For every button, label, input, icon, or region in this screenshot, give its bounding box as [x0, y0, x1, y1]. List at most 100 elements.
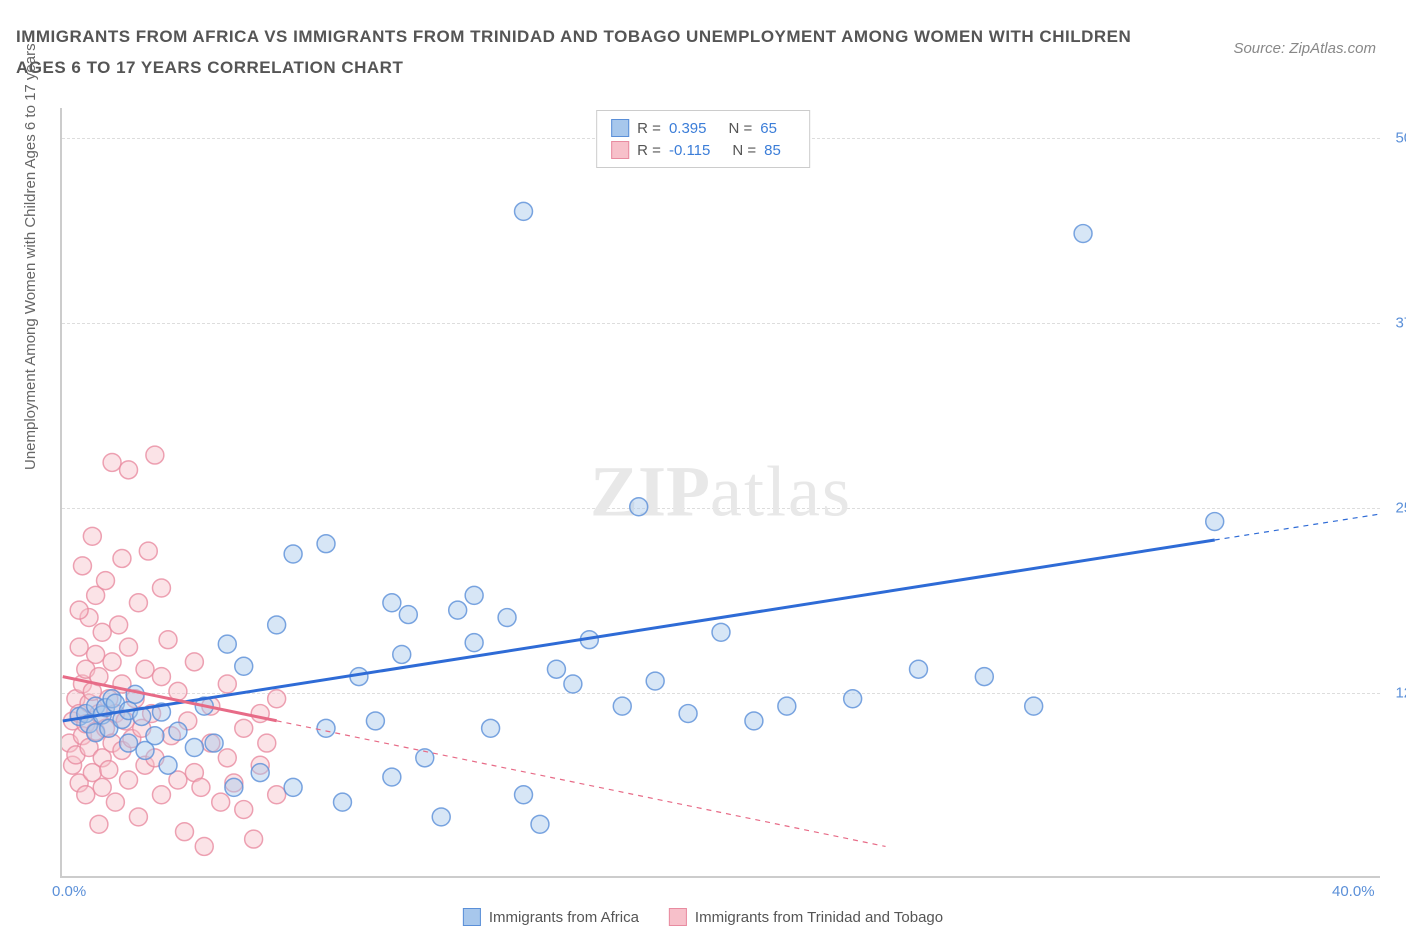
- stats-row-series-0: R = 0.395 N = 65: [611, 117, 795, 139]
- scatter-point: [515, 786, 533, 804]
- scatter-point: [235, 801, 253, 819]
- scatter-point: [218, 749, 236, 767]
- series-legend: Immigrants from Africa Immigrants from T…: [463, 908, 943, 926]
- scatter-point: [176, 823, 194, 841]
- scatter-point: [245, 830, 263, 848]
- scatter-point: [366, 712, 384, 730]
- scatter-point: [383, 768, 401, 786]
- scatter-point: [120, 771, 138, 789]
- scatter-point: [910, 660, 928, 678]
- legend-label: Immigrants from Africa: [489, 909, 639, 926]
- y-tick-label: 12.5%: [1395, 684, 1406, 701]
- scatter-point: [110, 616, 128, 634]
- scatter-point: [120, 638, 138, 656]
- scatter-point: [317, 535, 335, 553]
- scatter-point: [139, 542, 157, 560]
- scatter-point: [465, 586, 483, 604]
- scatter-point: [152, 579, 170, 597]
- scatter-point: [73, 557, 91, 575]
- scatter-point: [268, 616, 286, 634]
- scatter-point: [159, 631, 177, 649]
- x-tick-label: 0.0%: [52, 883, 86, 900]
- scatter-point: [97, 572, 115, 590]
- scatter-point: [679, 705, 697, 723]
- scatter-point: [100, 761, 118, 779]
- scatter-point: [778, 697, 796, 715]
- scatter-point: [258, 734, 276, 752]
- scatter-point: [70, 638, 88, 656]
- scatter-point: [129, 808, 147, 826]
- scatter-point: [482, 719, 500, 737]
- scatter-point: [129, 594, 147, 612]
- scatter-point: [465, 634, 483, 652]
- scatter-point: [564, 675, 582, 693]
- scatter-point: [169, 722, 187, 740]
- scatter-point: [432, 808, 450, 826]
- scatter-point: [235, 657, 253, 675]
- swatch-icon: [611, 141, 629, 159]
- scatter-point: [103, 453, 121, 471]
- r-value: -0.115: [669, 142, 710, 159]
- scatter-point: [317, 719, 335, 737]
- r-value: 0.395: [669, 120, 707, 137]
- x-tick-label: 40.0%: [1332, 883, 1375, 900]
- scatter-point: [975, 668, 993, 686]
- scatter-point: [844, 690, 862, 708]
- trend-line-dashed: [277, 721, 886, 847]
- scatter-point: [120, 461, 138, 479]
- scatter-point: [449, 601, 467, 619]
- trend-line-dashed: [1215, 514, 1380, 540]
- scatter-point: [383, 594, 401, 612]
- y-tick-label: 25.0%: [1395, 499, 1406, 516]
- scatter-point: [136, 660, 154, 678]
- scatter-point: [225, 778, 243, 796]
- scatter-point: [498, 609, 516, 627]
- scatter-point: [90, 815, 108, 833]
- scatter-point: [146, 727, 164, 745]
- scatter-point: [251, 764, 269, 782]
- scatter-point: [93, 778, 111, 796]
- source-attribution: Source: ZipAtlas.com: [1233, 40, 1376, 57]
- scatter-point: [120, 734, 138, 752]
- scatter-point: [185, 653, 203, 671]
- scatter-point: [218, 675, 236, 693]
- scatter-point: [745, 712, 763, 730]
- scatter-point: [185, 739, 203, 757]
- scatter-point: [1074, 225, 1092, 243]
- legend-item-1: Immigrants from Trinidad and Tobago: [669, 908, 943, 926]
- n-value: 85: [764, 142, 781, 159]
- swatch-icon: [463, 908, 481, 926]
- scatter-point: [630, 498, 648, 516]
- scatter-point: [515, 202, 533, 220]
- scatter-point: [284, 778, 302, 796]
- y-axis-label: Unemployment Among Women with Children A…: [22, 43, 39, 470]
- scatter-point: [268, 690, 286, 708]
- scatter-point: [1025, 697, 1043, 715]
- scatter-point: [393, 645, 411, 663]
- scatter-point: [399, 606, 417, 624]
- n-label: N =: [728, 120, 752, 137]
- scatter-point: [613, 697, 631, 715]
- scatter-point: [70, 601, 88, 619]
- scatter-point: [547, 660, 565, 678]
- scatter-point: [77, 786, 95, 804]
- scatter-point: [218, 635, 236, 653]
- legend-item-0: Immigrants from Africa: [463, 908, 639, 926]
- scatter-point: [113, 549, 131, 567]
- scatter-point: [531, 815, 549, 833]
- scatter-point: [646, 672, 664, 690]
- scatter-point: [192, 778, 210, 796]
- scatter-point: [159, 756, 177, 774]
- n-value: 65: [760, 120, 777, 137]
- scatter-point: [87, 645, 105, 663]
- trend-line: [63, 540, 1215, 721]
- chart-title: IMMIGRANTS FROM AFRICA VS IMMIGRANTS FRO…: [16, 22, 1136, 83]
- legend-label: Immigrants from Trinidad and Tobago: [695, 909, 943, 926]
- scatter-point: [284, 545, 302, 563]
- scatter-point: [83, 527, 101, 545]
- r-label: R =: [637, 142, 661, 159]
- scatter-point: [106, 793, 124, 811]
- scatter-point: [268, 786, 286, 804]
- swatch-icon: [611, 119, 629, 137]
- r-label: R =: [637, 120, 661, 137]
